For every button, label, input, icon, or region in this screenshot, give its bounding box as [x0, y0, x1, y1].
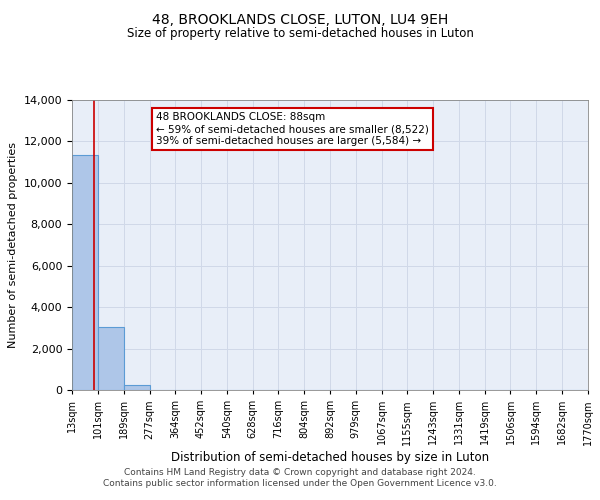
Bar: [98, 327, 124, 390]
Text: 48 BROOKLANDS CLOSE: 88sqm
← 59% of semi-detached houses are smaller (8,522)
39%: 48 BROOKLANDS CLOSE: 88sqm ← 59% of semi…: [156, 112, 429, 146]
X-axis label: Distribution of semi-detached houses by size in Luton: Distribution of semi-detached houses by …: [171, 452, 489, 464]
Text: Size of property relative to semi-detached houses in Luton: Size of property relative to semi-detach…: [127, 28, 473, 40]
Text: Contains HM Land Registry data © Crown copyright and database right 2024.
Contai: Contains HM Land Registry data © Crown c…: [103, 468, 497, 487]
Y-axis label: Number of semi-detached properties: Number of semi-detached properties: [8, 142, 18, 348]
Bar: [72, 155, 98, 390]
Text: 48, BROOKLANDS CLOSE, LUTON, LU4 9EH: 48, BROOKLANDS CLOSE, LUTON, LU4 9EH: [152, 12, 448, 26]
Bar: [124, 385, 149, 390]
